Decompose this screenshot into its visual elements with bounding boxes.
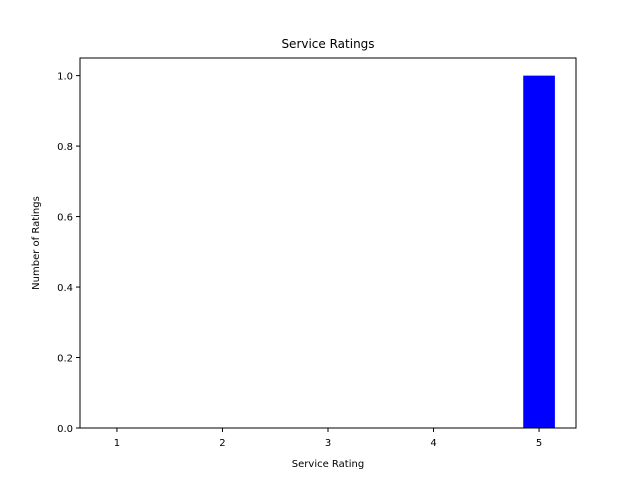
y-tick-label: 0.4: [57, 283, 73, 294]
x-axis-ticks: 1 2 3 4 5: [114, 428, 542, 449]
y-tick-label: 0.8: [57, 142, 73, 153]
x-tick-label: 4: [430, 438, 436, 449]
y-tick-label: 0.2: [57, 354, 73, 365]
chart-title: Service Ratings: [281, 37, 374, 51]
y-axis-ticks: 0.0 0.2 0.4 0.6 0.8 1.0: [57, 72, 80, 435]
x-tick-label: 2: [219, 438, 225, 449]
plot-frame: [79, 57, 577, 429]
y-tick-label: 1.0: [57, 72, 73, 83]
x-tick-label: 5: [536, 438, 542, 449]
y-tick-label: 0.0: [57, 424, 73, 435]
bars-group: [523, 75, 555, 428]
bar-rating-5: [523, 75, 555, 428]
x-tick-label: 1: [114, 438, 120, 449]
x-axis-label: Service Rating: [292, 459, 364, 470]
y-axis-label: Number of Ratings: [31, 196, 42, 290]
y-tick-label: 0.6: [57, 213, 73, 224]
x-tick-label: 3: [325, 438, 331, 449]
